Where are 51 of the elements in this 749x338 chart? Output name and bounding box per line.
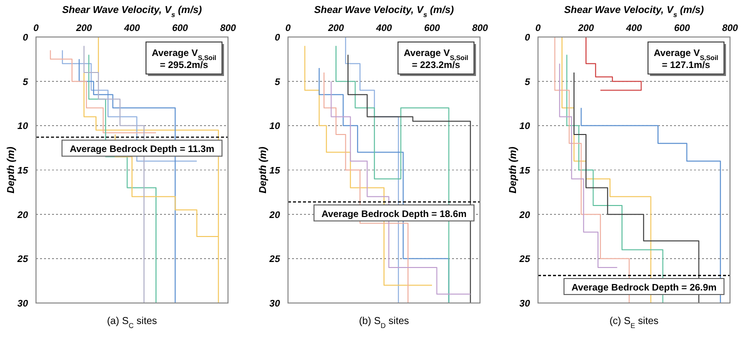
ref-line-label: Average Bedrock Depth = 26.9m bbox=[571, 282, 717, 294]
y-tick-label: 10 bbox=[519, 121, 531, 132]
x-tick-label: 600 bbox=[172, 23, 189, 34]
ref-line-label: Average Bedrock Depth = 18.6m bbox=[321, 208, 467, 220]
x-tick-label: 800 bbox=[220, 23, 237, 34]
y-tick-label: 10 bbox=[269, 121, 281, 132]
x-tick-label: 0 bbox=[535, 23, 542, 34]
y-tick-label: 25 bbox=[518, 254, 531, 266]
y-tick-label: 25 bbox=[16, 254, 29, 266]
y-tick-label: 20 bbox=[16, 210, 29, 221]
x-tick-label: 200 bbox=[75, 23, 93, 34]
y-tick-label: 20 bbox=[518, 210, 531, 221]
x-axis-title: Shear Wave Velocity, V$_{s}$ (m/s) bbox=[564, 5, 705, 18]
y-tick-label: 20 bbox=[268, 210, 281, 221]
x-tick-label: 800 bbox=[722, 23, 739, 34]
y-tick-label: 25 bbox=[268, 254, 281, 266]
annotation: Average V$_{S,Soil}$ = 295.2m/s bbox=[152, 48, 216, 71]
x-tick-label: 400 bbox=[375, 23, 393, 34]
text: (b) S$_{D}$ sites bbox=[358, 316, 410, 330]
x-axis-title: Shear Wave Velocity, V$_{s}$ (m/s) bbox=[314, 5, 455, 18]
y-tick-label: 5 bbox=[22, 76, 29, 88]
text: (a) S$_{C}$ sites bbox=[106, 316, 158, 330]
x-tick-label: 0 bbox=[285, 23, 292, 34]
y-axis-title: Depth (m) bbox=[508, 146, 519, 194]
x-tick-label: 200 bbox=[577, 23, 595, 34]
y-tick-label: 30 bbox=[17, 298, 29, 310]
x-tick-label: 0 bbox=[33, 23, 40, 34]
y-tick-label: 0 bbox=[22, 32, 29, 44]
y-tick-label: 5 bbox=[524, 76, 531, 88]
x-axis-title: Shear Wave Velocity, V$_{s}$ (m/s) bbox=[62, 5, 203, 18]
y-tick-label: 15 bbox=[519, 166, 531, 176]
y-axis-title: Depth (m) bbox=[6, 146, 17, 194]
y-tick-label: 15 bbox=[17, 166, 29, 176]
y-tick-label: 30 bbox=[519, 298, 531, 310]
ref-line-label: Average Bedrock Depth = 11.3m bbox=[70, 144, 214, 156]
annotation: Average V$_{S,Soil}$ = 223.2m/s bbox=[404, 48, 468, 71]
x-tick-label: 600 bbox=[424, 23, 441, 34]
y-tick-label: 0 bbox=[524, 32, 531, 44]
x-tick-label: 200 bbox=[327, 23, 345, 34]
y-tick-label: 5 bbox=[274, 76, 281, 88]
text: (c) S$_{E}$ sites bbox=[609, 316, 659, 330]
y-tick-label: 30 bbox=[269, 298, 281, 310]
annotation: Average V$_{S,Soil}$ = 127.1m/s bbox=[654, 48, 718, 71]
x-tick-label: 400 bbox=[625, 23, 643, 34]
x-tick-label: 400 bbox=[123, 23, 141, 34]
y-tick-label: 10 bbox=[17, 121, 29, 132]
x-tick-label: 600 bbox=[674, 23, 691, 34]
y-tick-label: 0 bbox=[274, 32, 281, 44]
y-tick-label: 15 bbox=[269, 166, 281, 176]
x-tick-label: 800 bbox=[472, 23, 489, 34]
y-axis-title: Depth (m) bbox=[258, 146, 269, 194]
